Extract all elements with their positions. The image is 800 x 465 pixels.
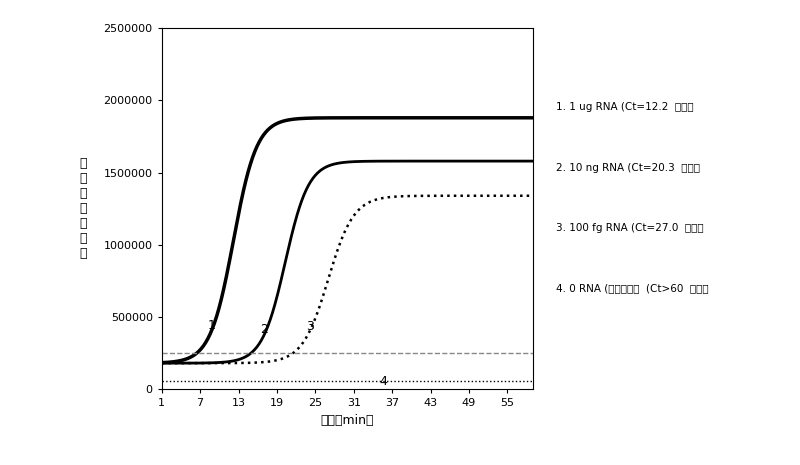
Text: 4: 4 xyxy=(379,374,387,387)
Text: 3: 3 xyxy=(306,320,314,333)
Text: 1: 1 xyxy=(208,319,216,332)
Text: 2. 10 ng RNA (Ct=20.3  分钟）: 2. 10 ng RNA (Ct=20.3 分钟） xyxy=(556,163,700,173)
Text: 3. 100 fg RNA (Ct=27.0  分钟）: 3. 100 fg RNA (Ct=27.0 分钟） xyxy=(556,223,704,233)
Text: 4. 0 RNA (阴性对照）  (Ct>60  分钟）: 4. 0 RNA (阴性对照） (Ct>60 分钟） xyxy=(556,284,709,294)
Text: 2: 2 xyxy=(260,323,267,336)
X-axis label: 时间（min）: 时间（min） xyxy=(321,414,374,427)
Y-axis label: 相
对
荧
光
吸
收
值: 相 对 荧 光 吸 收 值 xyxy=(79,157,86,260)
Text: 1. 1 ug RNA (Ct=12.2  分钟）: 1. 1 ug RNA (Ct=12.2 分钟） xyxy=(556,102,694,113)
